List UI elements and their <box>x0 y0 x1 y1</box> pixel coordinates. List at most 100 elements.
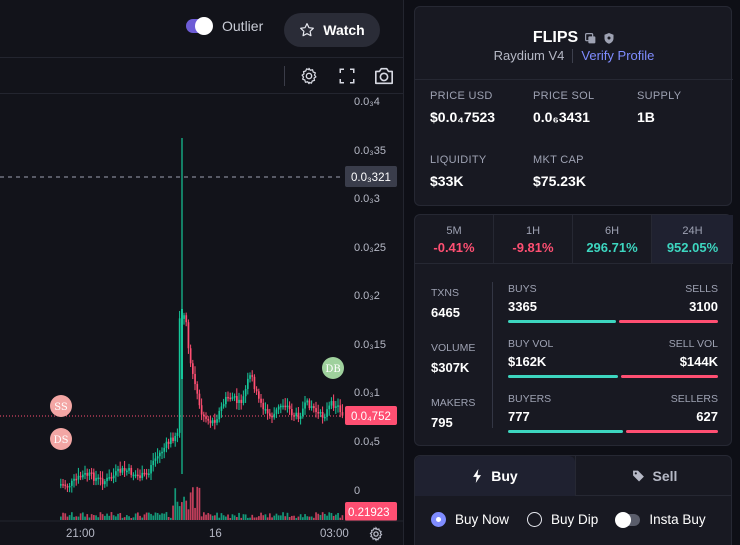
stat-value: 1B <box>637 109 655 125</box>
volume-bar <box>200 516 203 520</box>
volume-bar <box>134 513 137 520</box>
volume-bar <box>152 515 155 520</box>
candle-body <box>110 477 113 479</box>
candle-body <box>315 408 317 413</box>
candle-body <box>192 363 194 374</box>
outlier-toggle[interactable]: Outlier <box>186 17 263 35</box>
candle-body <box>134 474 137 477</box>
volume-bar <box>337 512 339 520</box>
marker-db[interactable]: DB <box>322 357 344 379</box>
volume-bar <box>291 515 293 520</box>
price-spike-body <box>181 309 183 379</box>
volume-bar <box>154 512 157 520</box>
candle-body <box>321 411 324 418</box>
candle-body <box>73 478 75 481</box>
marker-ds[interactable]: DS <box>50 428 72 450</box>
volume-bar <box>339 517 342 520</box>
candle-body <box>280 405 282 408</box>
price-chart[interactable]: 0.0₃4 0.0₃35 0.0₃3 0.0₃25 0.0₃2 0.0₃15 0… <box>0 94 404 545</box>
option-buy-now[interactable]: Buy Now <box>431 512 509 527</box>
candle-body <box>88 472 91 476</box>
volume-bar <box>194 507 196 520</box>
volume-bar <box>299 514 302 520</box>
axis-settings-button[interactable] <box>369 526 383 542</box>
candle-body <box>152 460 155 466</box>
volume-bar <box>207 513 210 520</box>
volume-bar <box>227 514 229 520</box>
volume-bar <box>60 516 62 520</box>
volume-bar <box>88 517 91 520</box>
radio-selected[interactable] <box>431 512 446 527</box>
volume-bar <box>115 516 117 520</box>
card-divider <box>415 79 733 80</box>
candle-body <box>126 470 128 473</box>
volume-bar <box>123 517 126 520</box>
volume-bar <box>112 515 115 520</box>
insta-buy-toggle[interactable] <box>615 511 641 528</box>
token-subtitle: Raydium V4 Verify Profile <box>415 48 733 63</box>
volume-bar <box>79 513 82 520</box>
candle-body <box>291 408 293 416</box>
lightning-icon <box>473 469 482 483</box>
metric-label: TXNS <box>431 287 460 299</box>
period-tab-24h[interactable]: 24H 952.05% <box>652 215 733 263</box>
candle-body <box>90 472 93 474</box>
token-name: FLIPS <box>532 29 579 46</box>
candle-body <box>198 393 201 406</box>
period-tab-6h[interactable]: 6H 296.71% <box>573 215 652 263</box>
candle-body <box>227 396 229 399</box>
candle-body <box>310 406 313 409</box>
volume-bar <box>229 517 232 520</box>
volume-bar <box>269 513 271 520</box>
option-insta-buy[interactable]: Insta Buy <box>615 511 706 528</box>
volume-bar <box>315 512 317 520</box>
y-tick: 0.0₃35 <box>354 145 386 157</box>
copy-icon[interactable] <box>584 32 597 45</box>
screenshot-button[interactable] <box>372 64 396 88</box>
option-label: Buy Now <box>455 512 510 527</box>
volume-bar <box>293 515 295 520</box>
volume-bar <box>126 515 128 520</box>
watch-button[interactable]: Watch <box>284 13 380 47</box>
x-axis: 21:00 16 03:00 <box>66 528 349 540</box>
candle-body <box>159 452 161 457</box>
candle-body <box>306 400 309 403</box>
candle-body <box>172 437 174 442</box>
volume-value: 0.21923 <box>348 507 390 519</box>
volume-bar <box>82 512 84 520</box>
radio[interactable] <box>527 512 543 527</box>
volume-bar <box>326 515 328 520</box>
volume-bar <box>264 514 267 520</box>
period-tab-5m[interactable]: 5M -0.41% <box>415 215 494 263</box>
tab-sell[interactable]: Sell <box>575 456 731 496</box>
candle-body <box>145 473 148 475</box>
volume-bar <box>286 512 289 520</box>
volume-bar <box>231 514 234 520</box>
fullscreen-button[interactable] <box>335 64 359 88</box>
volume-bar <box>211 515 214 520</box>
volume-bar <box>321 512 324 520</box>
sellers-value: 627 <box>696 409 718 424</box>
candle-body <box>288 405 291 409</box>
toggle-switch[interactable] <box>186 17 213 35</box>
period-change: 952.05% <box>666 240 719 255</box>
volume-bar <box>236 516 238 520</box>
volume-bar <box>159 514 161 520</box>
marker-ss[interactable]: SS <box>50 395 72 417</box>
last-price-tag <box>345 406 397 425</box>
option-buy-dip[interactable]: Buy Dip <box>527 512 598 527</box>
candle-body <box>196 384 199 394</box>
tab-buy[interactable]: Buy <box>415 456 575 496</box>
metric-value: $307K <box>431 360 470 375</box>
verify-profile-link[interactable]: Verify Profile <box>581 48 655 63</box>
volume-bar <box>335 514 337 520</box>
candle-body <box>236 396 238 403</box>
chart-panel: Outlier Watch 0.0₃4 0.0₃35 0.0₃3 0.0₃25 … <box>0 0 404 545</box>
stat-label: PRICE USD <box>430 90 493 102</box>
tag-icon <box>632 470 644 482</box>
settings-button[interactable] <box>297 64 321 88</box>
candle-body <box>66 486 69 488</box>
volume-bar <box>196 486 199 520</box>
period-tab-1h[interactable]: 1H -9.81% <box>494 215 573 263</box>
shield-icon[interactable] <box>603 32 615 45</box>
